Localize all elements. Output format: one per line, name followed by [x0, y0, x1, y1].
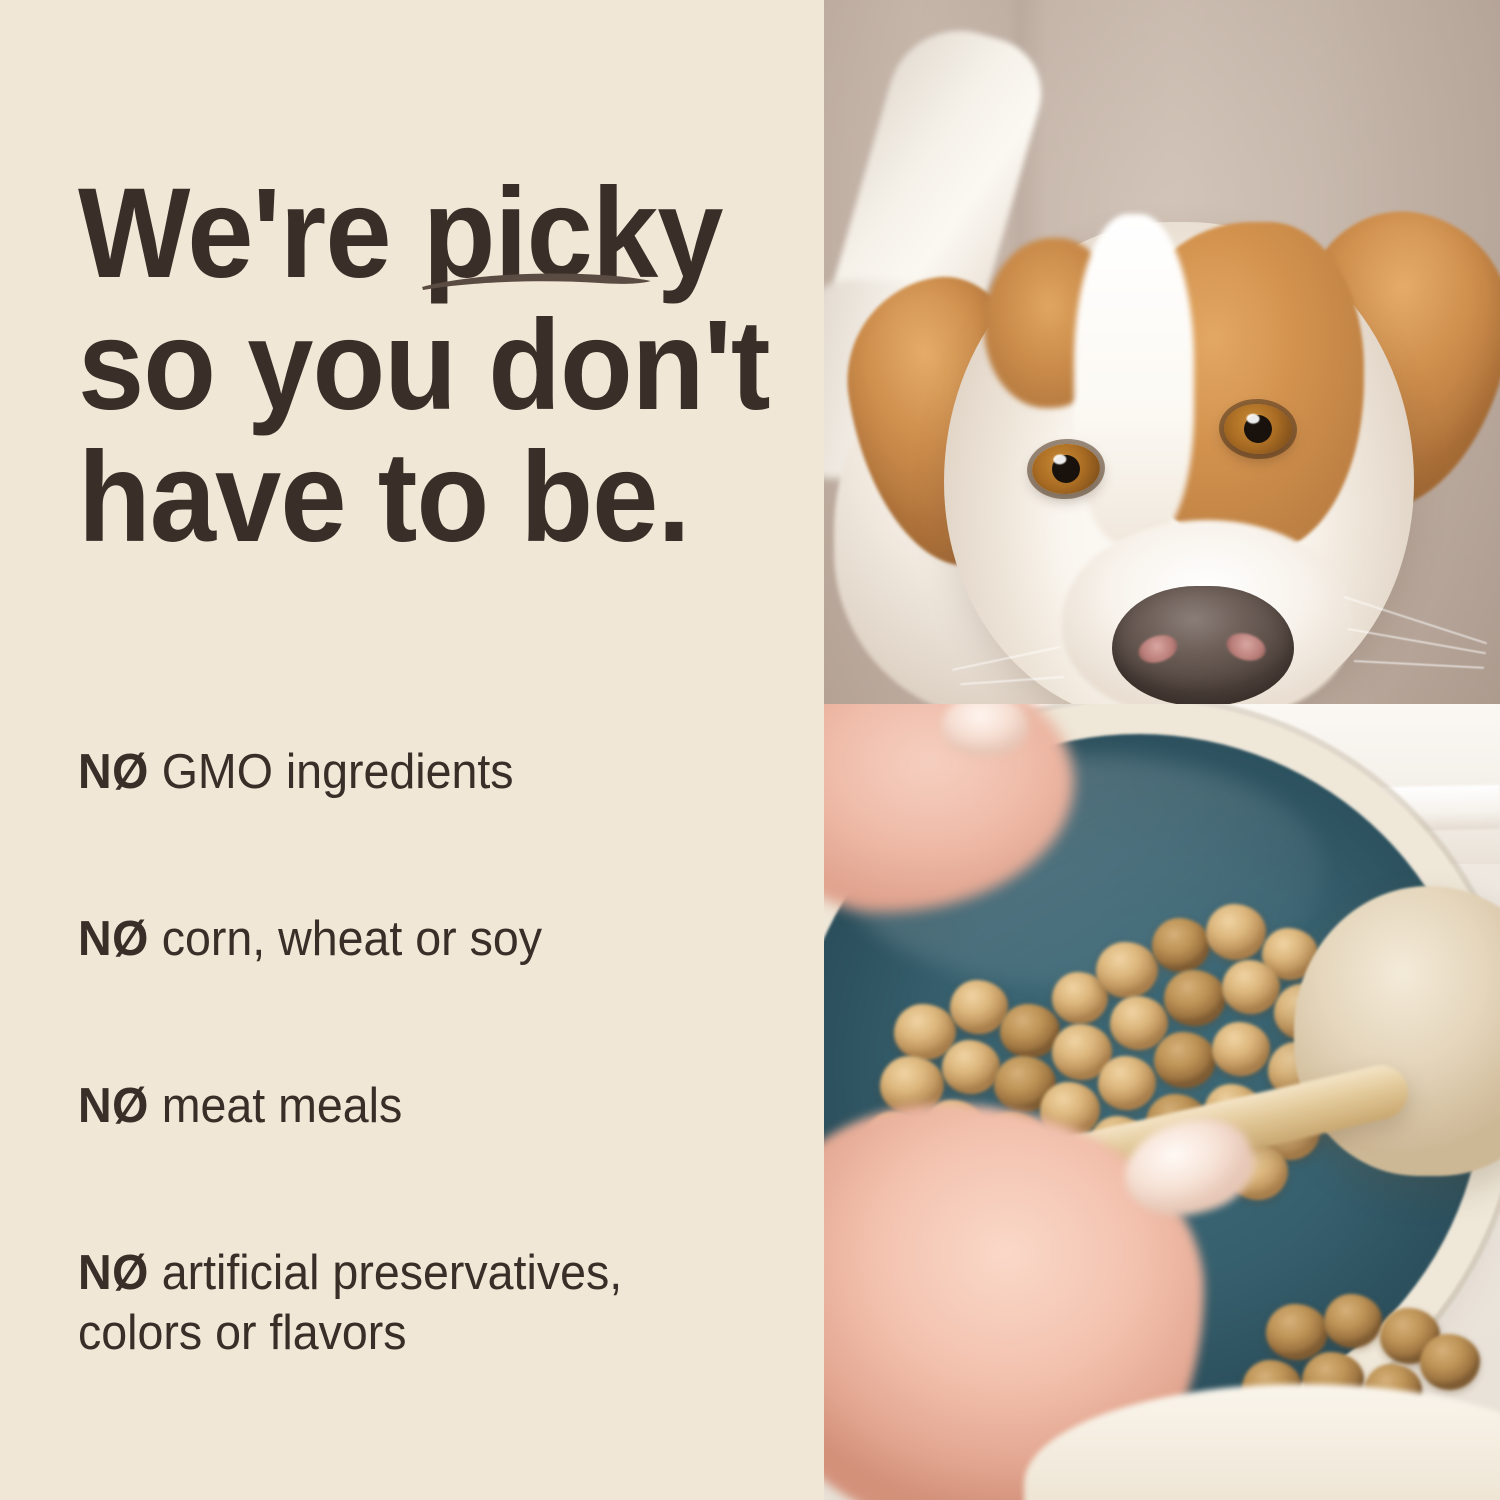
- headline-line-1: We're picky: [78, 168, 729, 300]
- claim-prefix-no: NØ: [78, 1079, 149, 1133]
- claim-prefix-no: NØ: [78, 1246, 149, 1300]
- dog-face-blaze: [1074, 214, 1194, 544]
- list-item: NØ corn, wheat or soy: [78, 849, 743, 969]
- dog-nostril-right: [1223, 628, 1269, 666]
- claim-text: GMO ingredients: [148, 745, 514, 799]
- headline-emphasis-word: picky: [421, 168, 723, 300]
- page-title: We're picky so you don't have to be.: [78, 168, 771, 569]
- claim-prefix-no: NØ: [78, 745, 149, 799]
- photo-column: [824, 0, 1500, 1500]
- dog-nostril-left: [1134, 630, 1182, 668]
- claim-prefix-no: NØ: [78, 912, 149, 966]
- claim-text: meat meals: [148, 1079, 403, 1133]
- photo-dog: [824, 0, 1500, 704]
- photo-kibble-bowl: [824, 704, 1500, 1500]
- claims-list: NØ GMO ingredients NØ corn, wheat or soy…: [78, 682, 778, 1363]
- list-item: NØ artificial preservatives, colors or f…: [78, 1183, 743, 1363]
- headline-line-1-prefix: We're: [78, 162, 423, 305]
- fingernail-top: [942, 704, 1028, 756]
- claim-text: artificial preservatives, colors or flav…: [78, 1246, 623, 1360]
- list-item: NØ GMO ingredients: [78, 682, 743, 802]
- dog-nose: [1112, 586, 1294, 704]
- headline-emphasis-text: picky: [422, 162, 724, 305]
- copy-panel: We're picky so you don't have to be. NØ …: [78, 167, 778, 1363]
- list-item: NØ meat meals: [78, 1016, 743, 1136]
- claim-text: corn, wheat or soy: [148, 912, 543, 966]
- headline-line-3: have to be.: [78, 426, 691, 569]
- headline-line-2: so you don't: [78, 294, 771, 437]
